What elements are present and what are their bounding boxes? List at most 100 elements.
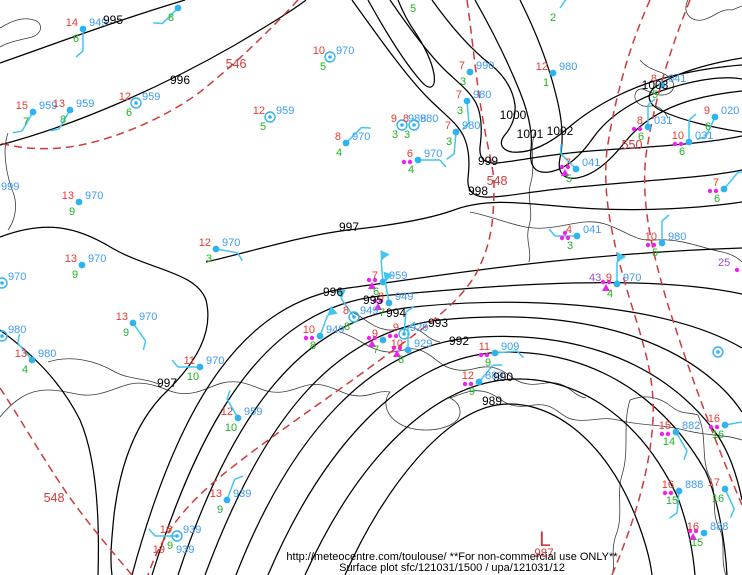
isobar-label: 994 bbox=[386, 306, 406, 320]
station-plot: 10 949 8 bbox=[303, 305, 344, 352]
svg-text:9: 9 bbox=[391, 113, 397, 125]
svg-text:8: 8 bbox=[344, 321, 350, 333]
svg-text:12: 12 bbox=[119, 91, 131, 103]
isobar-label: 989 bbox=[482, 394, 502, 408]
svg-text:980: 980 bbox=[559, 61, 577, 73]
svg-text:13: 13 bbox=[53, 98, 65, 110]
station-plot: 2 bbox=[550, 0, 574, 24]
svg-text:10: 10 bbox=[645, 231, 657, 243]
svg-text:959: 959 bbox=[142, 91, 160, 103]
station-plot: 8 041 5 bbox=[651, 73, 686, 101]
weather-symbol bbox=[707, 188, 719, 194]
svg-text:959: 959 bbox=[389, 270, 407, 282]
isobar-label: 999 bbox=[478, 154, 498, 168]
station-plot: 8 980 3 bbox=[403, 113, 438, 141]
weather-symbol bbox=[387, 333, 399, 339]
svg-text:13: 13 bbox=[210, 488, 222, 500]
low-center-marker: L bbox=[539, 528, 551, 551]
weather-symbol bbox=[303, 335, 315, 341]
svg-text:970: 970 bbox=[8, 271, 26, 283]
coastline bbox=[0, 381, 742, 441]
coastline bbox=[685, 0, 742, 21]
svg-text:939: 939 bbox=[233, 488, 251, 500]
svg-text:8: 8 bbox=[403, 113, 409, 125]
station-plot: 13 970 9 bbox=[116, 311, 157, 351]
svg-text:14: 14 bbox=[663, 436, 675, 448]
svg-text:959: 959 bbox=[39, 100, 57, 112]
svg-text:7: 7 bbox=[379, 307, 385, 319]
svg-text:16: 16 bbox=[708, 413, 720, 425]
station-plot: 7 980 3 bbox=[445, 120, 480, 160]
thickness-label: 550 bbox=[622, 138, 643, 152]
station-plot: 9 988 3 bbox=[391, 113, 426, 141]
isobar-line-993 bbox=[204, 316, 742, 575]
svg-text:10: 10 bbox=[313, 45, 325, 57]
svg-text:4: 4 bbox=[607, 288, 613, 300]
weather-symbol bbox=[662, 490, 674, 496]
isobar-line-996 bbox=[0, 0, 307, 146]
station-plot: 13 939 9 bbox=[210, 475, 251, 516]
svg-text:9: 9 bbox=[72, 269, 78, 281]
isobar-line-1001 bbox=[474, 0, 742, 173]
svg-text:6: 6 bbox=[373, 286, 379, 298]
svg-text:9: 9 bbox=[69, 206, 75, 218]
svg-text:15: 15 bbox=[691, 537, 703, 549]
weather-symbol bbox=[478, 352, 490, 358]
svg-text:1: 1 bbox=[543, 77, 549, 89]
svg-text:970: 970 bbox=[139, 311, 157, 323]
isobar-label: 998 bbox=[468, 184, 488, 198]
station-plot: 6 970 4 bbox=[401, 148, 447, 176]
svg-text:988: 988 bbox=[408, 113, 426, 125]
svg-text:7: 7 bbox=[713, 177, 719, 189]
svg-text:929: 929 bbox=[414, 338, 432, 350]
station-plot: 10 980 5 bbox=[645, 214, 686, 259]
svg-text:10: 10 bbox=[303, 324, 315, 336]
svg-text:031: 031 bbox=[695, 130, 713, 142]
svg-text:9: 9 bbox=[167, 540, 173, 552]
station-plot: 14 949 6 bbox=[66, 17, 107, 58]
svg-text:8: 8 bbox=[60, 114, 66, 126]
isobar-label: 990 bbox=[493, 370, 513, 384]
svg-text:5: 5 bbox=[260, 121, 266, 133]
svg-text:7: 7 bbox=[456, 89, 462, 101]
svg-text:970: 970 bbox=[85, 190, 103, 202]
svg-text:9: 9 bbox=[217, 504, 223, 516]
svg-text:12: 12 bbox=[462, 370, 474, 382]
extra-label: 999 bbox=[1, 181, 19, 193]
isobar-label: 1000 bbox=[500, 108, 527, 122]
svg-text:4: 4 bbox=[22, 364, 28, 376]
svg-text:939: 939 bbox=[176, 544, 194, 556]
svg-text:4: 4 bbox=[408, 164, 414, 176]
isobar-line-990 bbox=[304, 378, 696, 575]
station-plot: 13 959 8 bbox=[49, 98, 94, 132]
svg-text:13: 13 bbox=[62, 190, 74, 202]
station-plot: 16 939 9 bbox=[148, 524, 201, 552]
station-plot: 12 959 5 bbox=[253, 105, 295, 133]
svg-text:6: 6 bbox=[73, 33, 79, 45]
isobar-label: 997 bbox=[339, 220, 359, 234]
svg-text:970: 970 bbox=[623, 272, 641, 284]
weather-symbol bbox=[659, 431, 671, 437]
svg-text:10: 10 bbox=[672, 130, 684, 142]
svg-text:041: 041 bbox=[582, 157, 600, 169]
svg-text:3: 3 bbox=[446, 136, 452, 148]
svg-text:980: 980 bbox=[38, 348, 56, 360]
station-plot: 8 949 7 bbox=[372, 271, 413, 319]
svg-text:888: 888 bbox=[685, 479, 703, 491]
isobar-line-991 bbox=[267, 351, 728, 575]
svg-text:11: 11 bbox=[184, 355, 195, 367]
isobar-label: 997 bbox=[157, 376, 177, 390]
isobar-line-1002 bbox=[519, 0, 742, 179]
isobar-label: 992 bbox=[449, 334, 469, 348]
svg-text:10: 10 bbox=[391, 338, 403, 350]
svg-text:15: 15 bbox=[659, 420, 671, 432]
isobar-label: 995 bbox=[103, 13, 123, 27]
svg-text:6: 6 bbox=[705, 121, 711, 133]
svg-text:889: 889 bbox=[485, 370, 503, 382]
svg-text:9: 9 bbox=[372, 328, 378, 340]
isobar-line-994 bbox=[177, 301, 742, 575]
svg-text:10: 10 bbox=[187, 371, 199, 383]
